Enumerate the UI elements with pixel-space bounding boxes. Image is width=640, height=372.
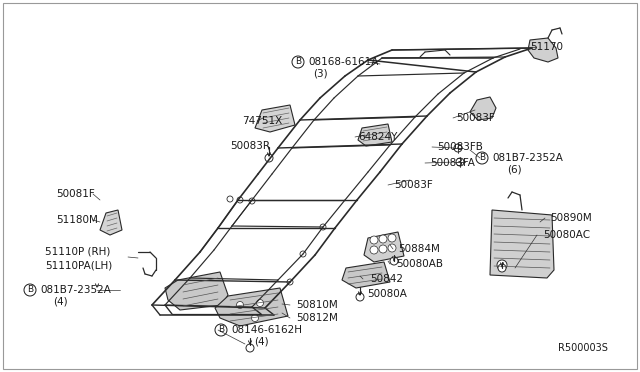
Polygon shape: [255, 105, 295, 132]
Text: (4): (4): [254, 337, 269, 347]
Polygon shape: [165, 272, 228, 310]
Text: 08146-6162H: 08146-6162H: [231, 325, 302, 335]
Circle shape: [379, 235, 387, 243]
Circle shape: [456, 158, 464, 166]
Circle shape: [320, 224, 326, 230]
Text: 50080AC: 50080AC: [543, 230, 590, 240]
Circle shape: [390, 257, 398, 265]
Text: 51110P (RH): 51110P (RH): [45, 247, 110, 257]
Circle shape: [356, 293, 364, 301]
Circle shape: [370, 246, 378, 254]
Text: 50083FA: 50083FA: [430, 158, 475, 168]
Text: 50083F: 50083F: [394, 180, 433, 190]
Text: 50812M: 50812M: [296, 313, 338, 323]
Text: R500003S: R500003S: [558, 343, 608, 353]
Circle shape: [287, 279, 293, 285]
Polygon shape: [528, 38, 558, 62]
Text: B: B: [27, 285, 33, 295]
Polygon shape: [215, 288, 288, 326]
Text: 74751X: 74751X: [242, 116, 282, 126]
Text: 50083F: 50083F: [456, 113, 495, 123]
Circle shape: [379, 245, 387, 253]
Circle shape: [292, 56, 304, 68]
Polygon shape: [490, 210, 554, 278]
Text: 081B7-2352A: 081B7-2352A: [492, 153, 563, 163]
Text: 50083R: 50083R: [230, 141, 270, 151]
Text: 50083FB: 50083FB: [437, 142, 483, 152]
Circle shape: [370, 236, 378, 244]
Circle shape: [497, 260, 507, 270]
Circle shape: [257, 299, 264, 307]
Text: 50890M: 50890M: [550, 213, 592, 223]
Circle shape: [265, 154, 273, 162]
Polygon shape: [470, 97, 496, 120]
Polygon shape: [364, 232, 404, 262]
Text: 50810M: 50810M: [296, 300, 338, 310]
Polygon shape: [342, 262, 390, 288]
Text: 50884M: 50884M: [398, 244, 440, 254]
Circle shape: [246, 344, 254, 352]
Circle shape: [454, 144, 462, 152]
Text: B: B: [295, 58, 301, 67]
Text: 081B7-2352A: 081B7-2352A: [40, 285, 111, 295]
Circle shape: [24, 284, 36, 296]
Polygon shape: [358, 124, 392, 146]
Text: 51180M: 51180M: [56, 215, 98, 225]
Text: 08168-6161A: 08168-6161A: [308, 57, 378, 67]
Text: (4): (4): [53, 297, 68, 307]
Circle shape: [252, 314, 259, 321]
Circle shape: [476, 152, 488, 164]
Circle shape: [388, 234, 396, 242]
Text: B: B: [479, 154, 485, 163]
Circle shape: [237, 197, 243, 203]
Text: (6): (6): [507, 165, 522, 175]
Circle shape: [227, 196, 233, 202]
Text: B: B: [218, 326, 224, 334]
Text: 50842: 50842: [370, 274, 403, 284]
Text: (3): (3): [313, 69, 328, 79]
Circle shape: [300, 251, 306, 257]
Circle shape: [249, 198, 255, 204]
Text: 50080A: 50080A: [367, 289, 407, 299]
Text: 64824Y: 64824Y: [358, 132, 397, 142]
Polygon shape: [100, 210, 122, 235]
Circle shape: [237, 301, 243, 308]
Text: 50080AB: 50080AB: [396, 259, 443, 269]
Text: 50081F: 50081F: [56, 189, 95, 199]
Text: 51170: 51170: [530, 42, 563, 52]
Circle shape: [215, 324, 227, 336]
Circle shape: [498, 264, 506, 272]
Circle shape: [388, 244, 396, 252]
Text: 51110PA(LH): 51110PA(LH): [45, 260, 112, 270]
